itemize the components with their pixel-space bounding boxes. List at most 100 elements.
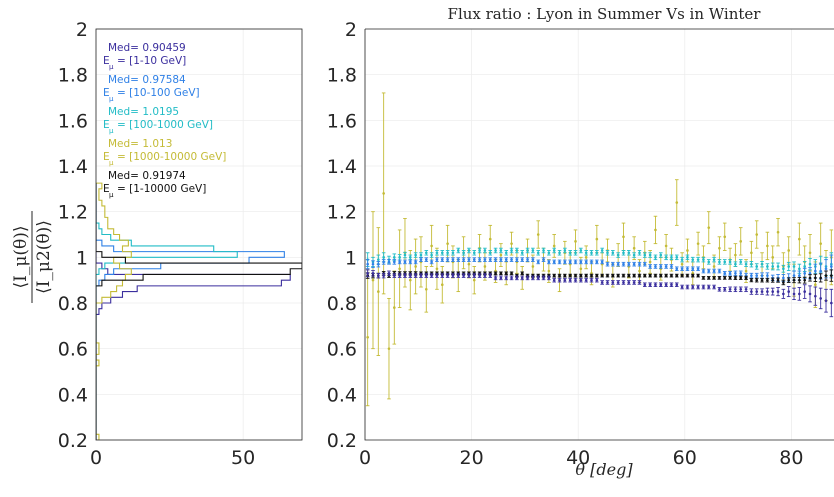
data-point xyxy=(670,256,673,259)
data-point xyxy=(632,262,636,266)
data-point xyxy=(547,260,551,264)
data-point xyxy=(707,276,711,280)
data-point xyxy=(739,272,743,275)
data-point xyxy=(814,269,817,273)
data-point xyxy=(654,283,657,287)
data-point xyxy=(547,276,551,280)
data-point xyxy=(680,285,684,289)
scatter-y-tick-label: 1.2 xyxy=(327,202,357,224)
data-point xyxy=(440,283,444,287)
data-point xyxy=(611,274,615,277)
data-point xyxy=(803,272,806,275)
data-point xyxy=(686,249,689,252)
data-point xyxy=(803,265,806,268)
data-point xyxy=(542,276,545,280)
data-point xyxy=(728,260,732,264)
data-point xyxy=(750,274,753,277)
histogram-x-tick-label: 50 xyxy=(231,447,255,469)
scatter-axes-box xyxy=(364,28,834,441)
legend-symbol: E xyxy=(103,151,110,163)
data-point xyxy=(718,276,721,280)
data-point xyxy=(808,276,812,280)
data-point xyxy=(536,233,540,236)
data-point xyxy=(382,256,385,259)
data-point xyxy=(782,276,785,280)
data-point xyxy=(510,242,513,245)
data-point xyxy=(424,274,428,277)
data-point xyxy=(504,272,508,275)
data-point xyxy=(531,276,535,280)
data-point xyxy=(472,251,476,255)
data-point xyxy=(760,290,764,293)
data-point xyxy=(531,249,535,252)
data-point xyxy=(504,258,508,261)
data-point xyxy=(814,294,817,298)
data-point xyxy=(440,258,444,261)
data-point xyxy=(664,265,668,268)
data-point xyxy=(734,276,737,280)
data-point xyxy=(744,276,748,280)
data-point xyxy=(739,260,743,264)
data-point xyxy=(483,249,487,252)
scatter-y-tick-label: 1.8 xyxy=(327,65,357,87)
data-point xyxy=(702,285,705,289)
data-point xyxy=(819,297,822,300)
data-point xyxy=(755,274,759,277)
data-point xyxy=(398,256,401,259)
data-point xyxy=(792,278,796,282)
data-point xyxy=(462,258,465,261)
data-point xyxy=(515,276,519,280)
data-point xyxy=(456,249,460,252)
data-point xyxy=(808,272,812,275)
data-point xyxy=(744,262,748,266)
scatter-plot-area xyxy=(365,29,834,440)
data-point xyxy=(616,262,620,266)
histogram-y-tick-label: 0.8 xyxy=(58,293,88,315)
data-point xyxy=(462,274,465,277)
data-point xyxy=(792,265,796,268)
data-point xyxy=(579,267,583,271)
data-point xyxy=(734,272,737,275)
data-point xyxy=(632,281,636,284)
data-point xyxy=(435,274,439,277)
data-point xyxy=(654,228,657,232)
data-point xyxy=(478,258,481,261)
data-point xyxy=(691,267,695,271)
data-point xyxy=(675,256,679,259)
data-point xyxy=(830,274,833,277)
data-point xyxy=(414,260,417,264)
data-point xyxy=(446,274,449,277)
scatter-y-tick-label: 0.4 xyxy=(327,384,357,406)
data-point xyxy=(755,233,759,236)
data-point xyxy=(750,251,753,255)
data-point xyxy=(494,249,497,252)
data-point xyxy=(744,269,748,273)
data-point xyxy=(393,274,396,277)
scatter-x-tick-label: 0 xyxy=(359,447,371,469)
data-point xyxy=(718,246,721,250)
y-axis-label-denominator: ⟨I_μ2(θ)⟩ xyxy=(34,220,54,294)
data-point xyxy=(414,265,417,268)
data-point xyxy=(659,265,663,268)
data-point xyxy=(766,244,769,248)
data-point xyxy=(686,267,689,271)
data-point xyxy=(568,278,572,282)
legend-subscript: μ xyxy=(109,95,114,103)
data-point xyxy=(456,258,460,261)
data-point xyxy=(409,274,412,277)
legend-range-label: = [1-10 GeV] xyxy=(117,55,186,67)
data-point xyxy=(830,265,833,268)
histogram-series-0 xyxy=(96,183,291,440)
data-point xyxy=(776,278,780,282)
data-point xyxy=(622,262,625,266)
data-point xyxy=(643,253,647,257)
data-point xyxy=(520,258,524,261)
data-point xyxy=(499,276,503,280)
data-point xyxy=(377,290,380,293)
data-point xyxy=(478,274,481,277)
data-point xyxy=(579,249,583,252)
data-point xyxy=(552,260,556,264)
scatter-y-tick-label: 1.4 xyxy=(327,156,357,178)
data-point xyxy=(611,251,615,255)
